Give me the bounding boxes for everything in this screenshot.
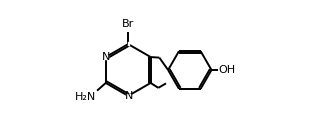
Text: H₂N: H₂N	[75, 92, 96, 102]
Bar	[126, 94, 131, 98]
Bar	[103, 55, 108, 59]
Text: Br: Br	[122, 19, 134, 29]
Text: N: N	[102, 52, 110, 62]
Bar	[128, 42, 129, 45]
Text: N: N	[124, 91, 133, 101]
Text: OH: OH	[218, 65, 235, 75]
